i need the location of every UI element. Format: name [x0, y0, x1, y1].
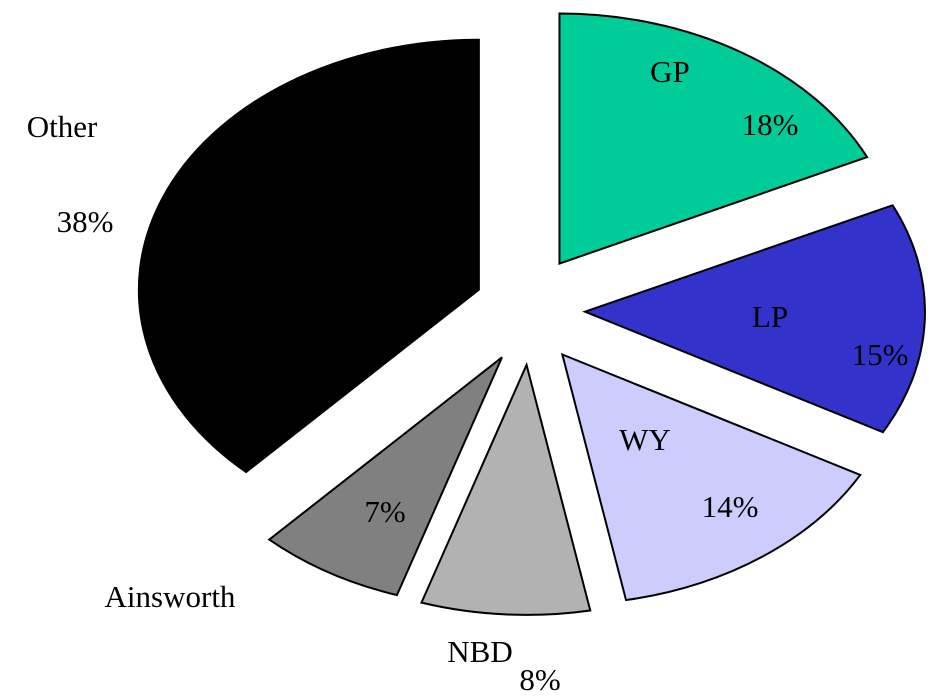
value-label: 15%	[852, 337, 909, 372]
pie-slice	[137, 38, 480, 474]
value-label: 8%	[519, 662, 560, 697]
slice-label: Other	[27, 109, 98, 144]
slice-label: LP	[752, 299, 788, 334]
value-label: 14%	[702, 489, 759, 524]
pie-slice	[558, 12, 869, 265]
pie-slice	[560, 352, 862, 602]
pie-slice	[420, 361, 592, 616]
slice-label: Ainsworth	[105, 579, 236, 614]
pie-slice	[582, 204, 926, 434]
pie-slice	[267, 356, 503, 597]
slice-label: WY	[619, 422, 671, 457]
value-label: 7%	[364, 494, 405, 529]
value-label: 18%	[742, 107, 799, 142]
value-label: 38%	[57, 204, 114, 239]
slice-label: GP	[650, 54, 690, 89]
slice-label: NBD	[447, 634, 512, 669]
